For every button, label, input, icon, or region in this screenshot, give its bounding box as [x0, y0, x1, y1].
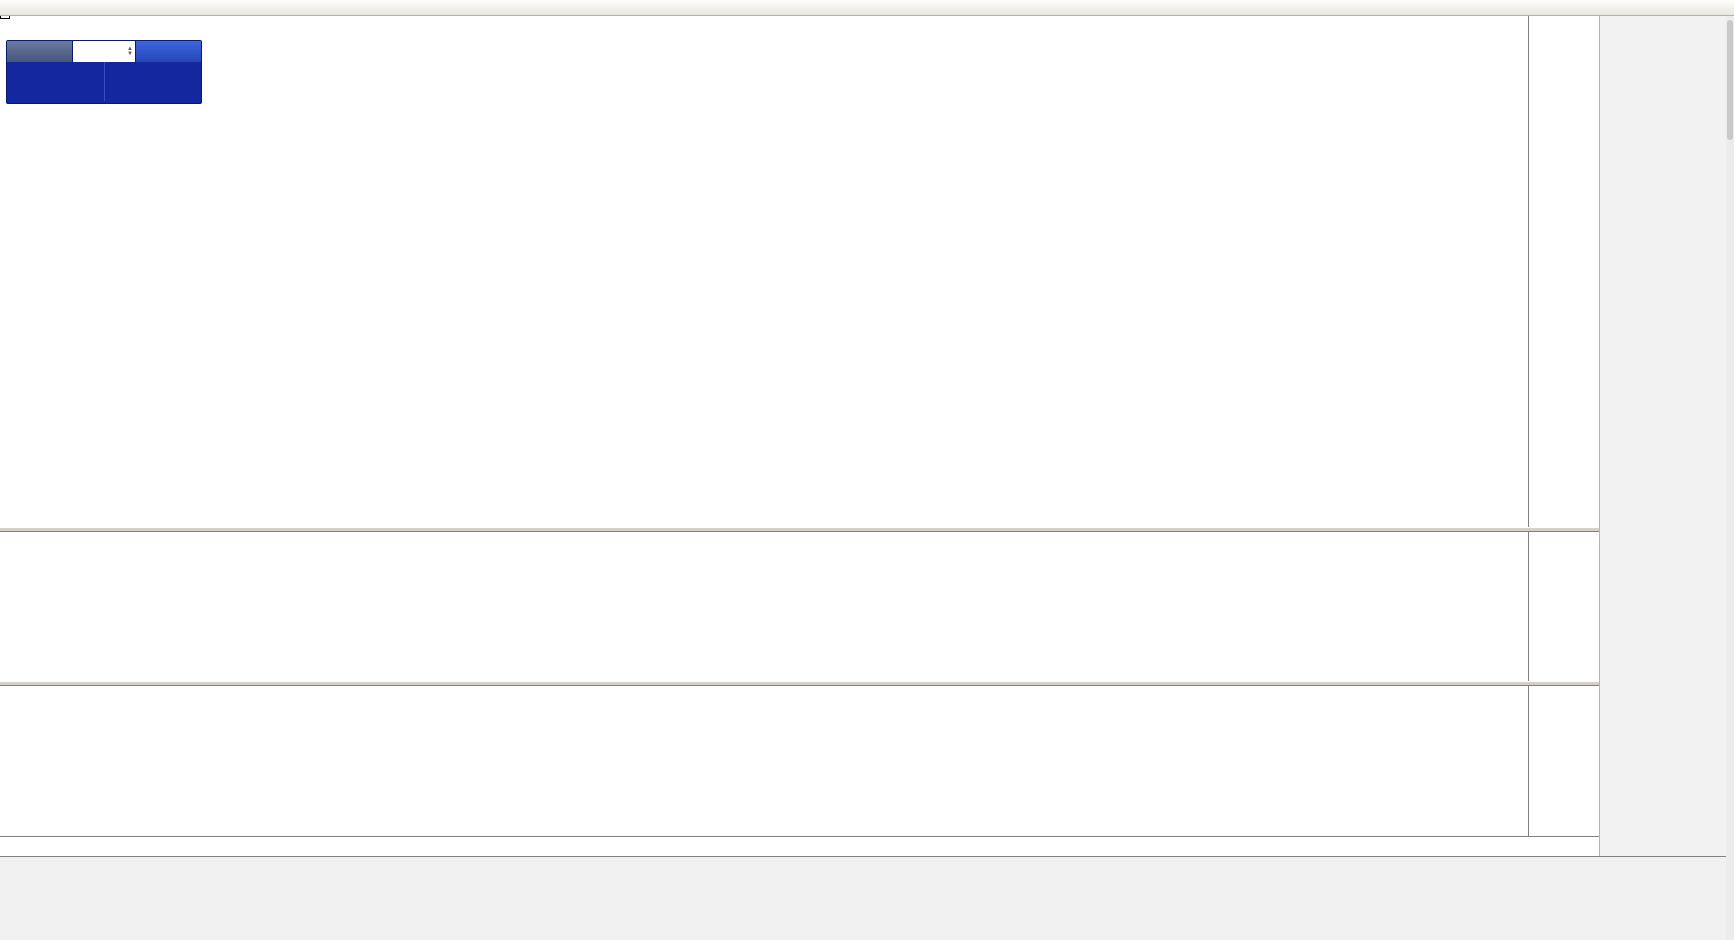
toolbar	[0, 0, 1734, 16]
price-axis[interactable]	[1528, 16, 1599, 856]
macd-pane-separator[interactable]	[0, 527, 1599, 532]
time-axis[interactable]	[0, 836, 1599, 857]
scrollbar-thumb[interactable]	[1727, 20, 1733, 140]
rsi-indicator-label	[8, 688, 13, 699]
macd-indicator-label	[8, 534, 18, 545]
vertical-scrollbar[interactable]	[1726, 16, 1734, 940]
window-right-area	[1599, 16, 1727, 856]
status-area	[0, 856, 1734, 940]
buy-button[interactable]	[135, 41, 201, 62]
chart-ohlc-header	[8, 22, 38, 34]
one-click-trading-panel: ▲ ▼	[6, 40, 202, 104]
sell-price[interactable]	[7, 62, 105, 101]
rsi-pane-separator[interactable]	[0, 681, 1599, 686]
lot-stepper[interactable]: ▲ ▼	[127, 45, 133, 57]
lot-size-input[interactable]: ▲ ▼	[73, 41, 135, 62]
sell-button[interactable]	[7, 41, 73, 62]
buy-price[interactable]	[105, 62, 202, 101]
